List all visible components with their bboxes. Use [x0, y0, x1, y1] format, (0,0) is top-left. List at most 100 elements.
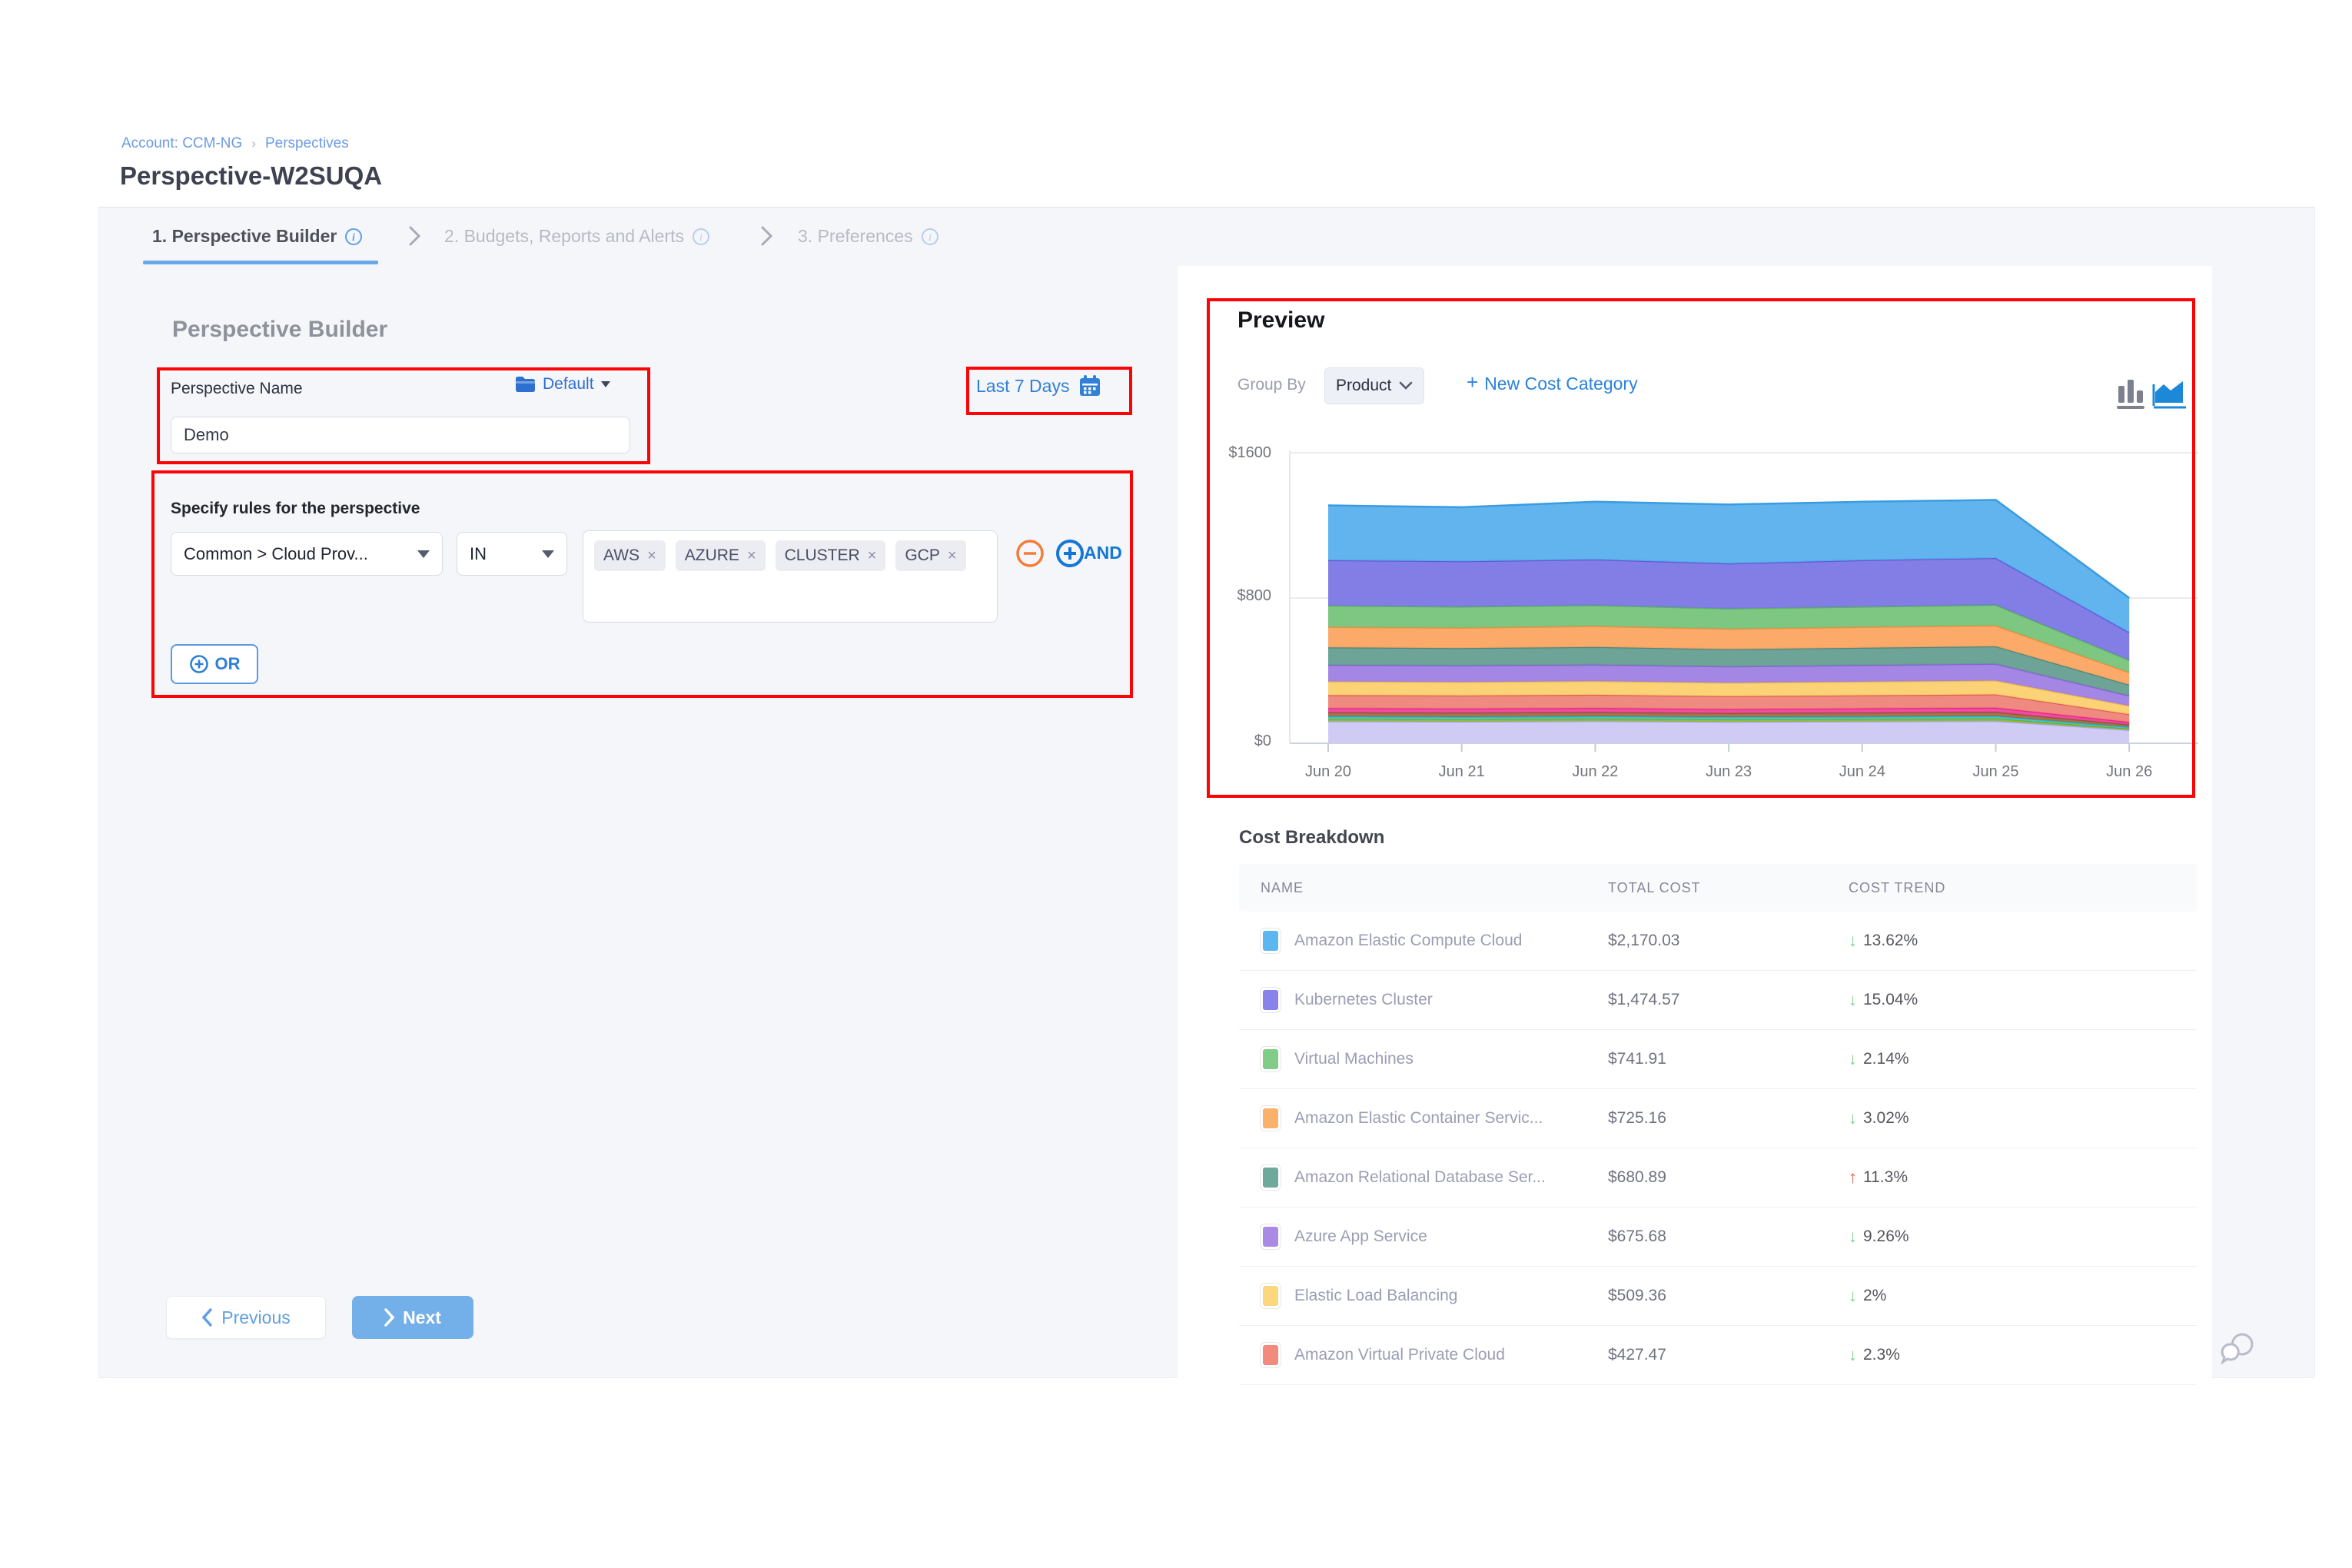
breadcrumb: Account: CCM-NG › Perspectives: [121, 135, 349, 152]
svg-text:Jun 24: Jun 24: [1839, 763, 1885, 780]
row-trend-pct: 9.26%: [1863, 1227, 1909, 1245]
row-trend-pct: 15.04%: [1863, 991, 1918, 1008]
table-row[interactable]: Kubernetes Cluster $1,474.57 ↓ 15.04%: [1239, 971, 2197, 1030]
folder-icon: [516, 377, 535, 392]
cost-breakdown-table: NAME TOTAL COST COST TREND Amazon Elasti…: [1239, 864, 2197, 1385]
chip-label: AWS: [603, 546, 640, 564]
breadcrumb-perspectives-link[interactable]: Perspectives: [264, 135, 349, 151]
table-row[interactable]: Elastic Load Balancing $509.36 ↓ 2%: [1239, 1267, 2197, 1326]
tab-budgets-reports-alerts[interactable]: 2. Budgets, Reports and Alerts i: [444, 226, 710, 247]
bar-chart-toggle-icon[interactable]: [2115, 378, 2146, 410]
svg-text:Jun 20: Jun 20: [1305, 763, 1351, 780]
svg-text:Jun 22: Jun 22: [1572, 763, 1618, 780]
help-chat-icon[interactable]: [2220, 1331, 2258, 1367]
row-name[interactable]: Amazon Relational Database Ser...: [1294, 1168, 1546, 1186]
row-trend-pct: 2.3%: [1863, 1346, 1900, 1364]
preview-heading: Preview: [1237, 307, 1325, 333]
chevron-left-icon: [201, 1308, 212, 1327]
row-name[interactable]: Virtual Machines: [1294, 1050, 1414, 1068]
add-or-rule-button[interactable]: OR: [171, 644, 258, 684]
folder-selector[interactable]: Default: [515, 375, 610, 394]
series-color-swatch: [1261, 1047, 1281, 1071]
new-cost-category-button[interactable]: + New Cost Category: [1467, 370, 1638, 394]
tab-perspective-builder[interactable]: 1. Perspective Builder i: [152, 226, 363, 247]
plus-circle-icon: [189, 655, 208, 673]
group-by-label: Group By: [1237, 376, 1306, 394]
row-name[interactable]: Azure App Service: [1294, 1227, 1427, 1245]
add-rule-button[interactable]: [1055, 538, 1085, 569]
value-chip[interactable]: AWS ×: [594, 540, 666, 571]
value-chip[interactable]: CLUSTER ×: [775, 540, 886, 571]
chip-remove-icon[interactable]: ×: [746, 546, 756, 564]
chip-remove-icon[interactable]: ×: [947, 546, 957, 564]
tab-label: 2. Budgets, Reports and Alerts: [444, 226, 684, 246]
date-range-picker[interactable]: Last 7 Days: [976, 374, 1101, 397]
trend-arrow-icon: ↓: [1849, 1345, 1857, 1364]
row-name[interactable]: Kubernetes Cluster: [1294, 991, 1433, 1008]
row-name[interactable]: Amazon Elastic Compute Cloud: [1294, 932, 1523, 949]
value-chip[interactable]: GCP ×: [895, 540, 966, 571]
row-cost: $741.91: [1608, 1050, 1666, 1068]
folder-value: Default: [543, 375, 594, 393]
table-row[interactable]: Amazon Relational Database Ser... $680.8…: [1239, 1148, 2197, 1208]
series-color-swatch: [1261, 1224, 1281, 1249]
table-row[interactable]: Amazon Elastic Container Servic... $725.…: [1239, 1089, 2197, 1148]
chevron-right-icon: [761, 226, 773, 246]
svg-text:Jun 23: Jun 23: [1706, 763, 1752, 780]
next-button[interactable]: Next: [352, 1296, 473, 1339]
rule-field-dropdown[interactable]: Common > Cloud Prov...: [171, 532, 443, 576]
trend-arrow-icon: ↓: [1849, 1227, 1857, 1246]
row-name[interactable]: Elastic Load Balancing: [1294, 1287, 1458, 1304]
table-row[interactable]: Azure App Service $675.68 ↓ 9.26%: [1239, 1208, 2197, 1267]
chevron-down-icon: [600, 381, 610, 387]
row-name[interactable]: Amazon Elastic Container Servic...: [1294, 1109, 1543, 1127]
chip-remove-icon[interactable]: ×: [647, 546, 656, 564]
and-label[interactable]: AND: [1084, 543, 1122, 563]
row-cost: $2,170.03: [1608, 932, 1680, 949]
perspective-name-label: Perspective Name: [171, 380, 303, 397]
tab-preferences[interactable]: 3. Preferences i: [798, 226, 939, 247]
tab-label: 3. Preferences: [798, 226, 913, 246]
area-chart-toggle-icon[interactable]: [2152, 377, 2188, 412]
value-chip[interactable]: AZURE ×: [675, 540, 766, 571]
table-body: Amazon Elastic Compute Cloud $2,170.03 ↓…: [1239, 912, 2197, 1385]
row-trend-pct: 13.62%: [1863, 932, 1918, 949]
row-cost: $680.89: [1608, 1168, 1666, 1186]
row-cost: $509.36: [1608, 1287, 1666, 1304]
trend-arrow-icon: ↓: [1849, 1286, 1857, 1305]
table-row[interactable]: Virtual Machines $741.91 ↓ 2.14%: [1239, 1030, 2197, 1089]
table-row[interactable]: Amazon Virtual Private Cloud $427.47 ↓ 2…: [1239, 1326, 2197, 1385]
row-cost: $675.68: [1608, 1227, 1666, 1245]
series-color-swatch: [1261, 1165, 1281, 1190]
row-trend-pct: 11.3%: [1863, 1168, 1908, 1186]
chip-remove-icon[interactable]: ×: [867, 546, 877, 564]
trend-arrow-icon: ↑: [1849, 1168, 1857, 1187]
row-cost: $427.47: [1608, 1346, 1666, 1364]
series-color-swatch: [1261, 1106, 1281, 1131]
breadcrumb-account-link[interactable]: Account: CCM-NG: [121, 135, 243, 151]
remove-rule-button[interactable]: [1015, 538, 1045, 569]
trend-arrow-icon: ↓: [1849, 1049, 1857, 1068]
next-label: Next: [403, 1307, 441, 1327]
preview-panel: [1178, 266, 2212, 1378]
page-header: [98, 123, 2315, 208]
chip-label: AZURE: [684, 546, 739, 564]
group-by-dropdown[interactable]: Product: [1324, 367, 1425, 404]
previous-button[interactable]: Previous: [166, 1296, 326, 1339]
row-cost: $1,474.57: [1608, 991, 1680, 1008]
svg-text:Jun 25: Jun 25: [1972, 763, 2018, 780]
plus-icon: +: [1467, 370, 1479, 394]
svg-text:Jun 21: Jun 21: [1439, 763, 1485, 780]
y-tick-800: $800: [1237, 587, 1272, 604]
perspective-name-input[interactable]: [171, 417, 630, 453]
series-color-swatch: [1261, 1284, 1281, 1308]
rule-values-input[interactable]: AWS × AZURE × CLUSTER × GCP ×: [583, 530, 998, 623]
page-title: Perspective-W2SUQA: [120, 161, 383, 190]
table-row[interactable]: Amazon Elastic Compute Cloud $2,170.03 ↓…: [1239, 912, 2197, 971]
y-tick-0: $0: [1254, 733, 1271, 749]
row-trend-pct: 2%: [1863, 1287, 1887, 1304]
rule-operator-dropdown[interactable]: IN: [457, 532, 567, 576]
table-header-row: NAME TOTAL COST COST TREND: [1239, 864, 2197, 912]
row-name[interactable]: Amazon Virtual Private Cloud: [1294, 1346, 1505, 1364]
